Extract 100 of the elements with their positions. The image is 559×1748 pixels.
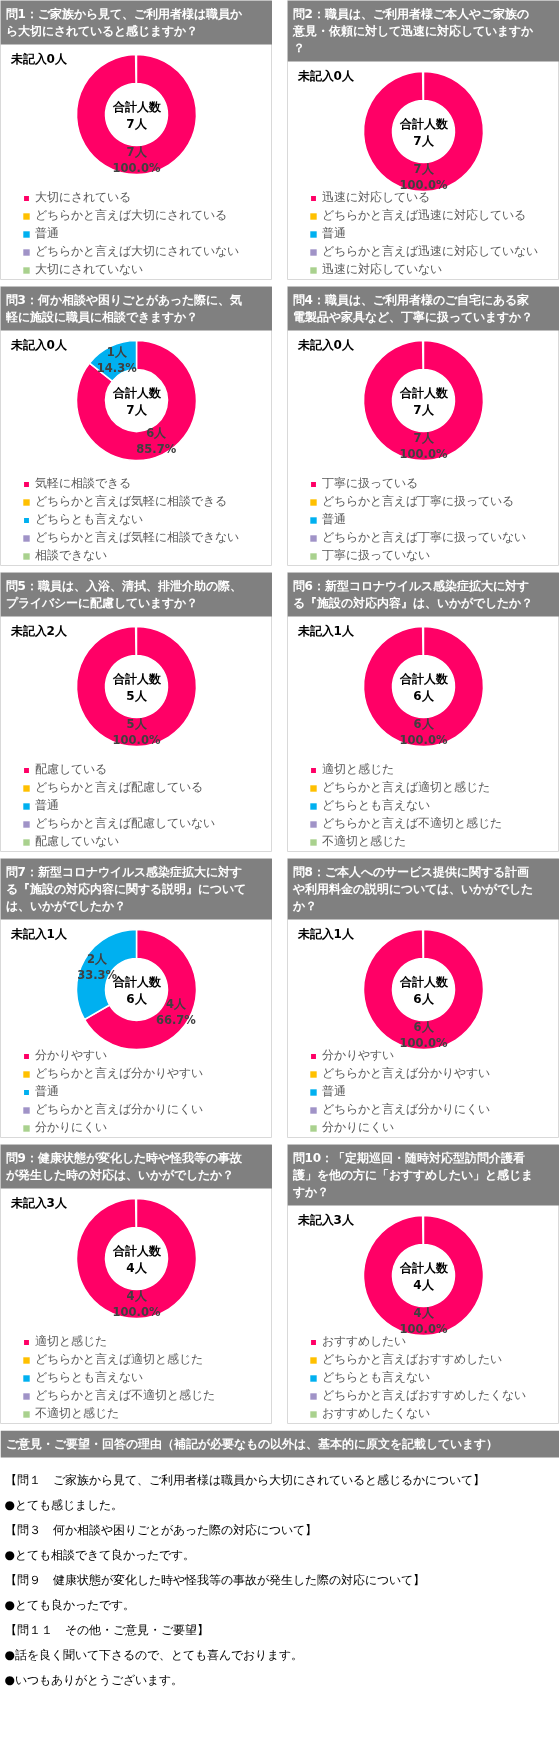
text: 7人 [126,116,148,131]
legend-label: どちらかと言えば迅速に対応している [322,207,526,224]
text: 未記入0人 [9,337,68,352]
text: 未記入2人 [9,623,68,638]
text: 問7：新型コロナウイルス感染症拡大に対する『施設の対応内容に関する説明』については、いかがでしたか？ [5,864,246,913]
legend-label: 丁寧に扱っている [322,475,418,492]
text: ●いつもありがとうございます。 [4,1672,183,1687]
text: 合計人数 [111,671,162,686]
legend-label: どちらかと言えば分かりやすい [322,1065,490,1082]
text: 問3：何か相談や困りごとがあった際に、気軽に施設に職員に相談できますか？ [4,292,242,324]
legend-label: 相談できない [35,547,107,564]
legend-label: どちらとも言えない [35,1369,143,1386]
text: 問9：健康状態が変化した時や怪我等の事故が発生した時の対応は、いかがでしたか？ [4,1150,243,1182]
text: 未記入3人 [9,1195,68,1210]
text: 問5：職員は、入浴、清拭、排泄介助の際、プライバシーに配慮していますか？ [5,578,242,610]
legend-label: 普通 [322,225,346,242]
legend-label: どちらとも言えない [35,511,143,528]
legend-label: どちらかと言えば丁寧に扱っていない [322,529,526,546]
legend-label: 迅速に対応していない [322,261,442,278]
text: 合計人数 [398,671,449,686]
legend-label: どちらかと言えばおすすめしたい [322,1351,502,1368]
text: 【問１１ その他・ご意見・ご要望】 [4,1622,209,1637]
legend-label: 丁寧に扱っていない [322,547,430,564]
legend-label: どちらかと言えば適切と感じた [35,1351,203,1368]
text: 6人 [413,991,435,1006]
text: 7人 [413,402,435,417]
legend-label: どちらかと言えば大切にされている [35,207,227,224]
legend-label: どちらかと言えば迅速に対応していない [322,243,538,260]
text: 合計人数 [111,1243,162,1258]
data-label: 7人 100.0% [112,145,161,175]
legend-label: 普通 [35,225,59,242]
legend-label: 普通 [35,797,59,814]
legend-label: どちらかと言えば丁寧に扱っている [322,493,514,510]
legend-label: 普通 [322,1083,346,1100]
text: 【問３ 何か相談や困りごとがあった際の対応について】 [4,1522,317,1537]
legend-label: 適切と感じた [322,761,394,778]
legend-label: 配慮していない [35,833,119,850]
text: 合計人数 [111,385,162,400]
text: 未記入3人 [296,1212,355,1227]
legend-label: 気軽に相談できる [35,475,131,492]
legend-label: どちらとも言えない [322,1369,430,1386]
text: 5人 [126,688,148,703]
legend-label: どちらとも言えない [322,797,430,814]
text: 未記入1人 [296,623,355,638]
data-label: 7人 100.0% [399,162,448,192]
legend-label: どちらかと言えばおすすめしたくない [322,1387,526,1404]
text: ●とても良かったです。 [4,1597,135,1612]
legend-label: おすすめしたくない [322,1405,430,1422]
text: 4人 [413,1277,435,1292]
legend-label: どちらかと言えば大切にされていない [35,243,239,260]
text: ●とても感じました。 [4,1497,123,1512]
text: 7人 [413,133,435,148]
text: 問4：職員は、ご利用者様のご自宅にある家電製品や家具など、丁寧に扱っていますか？ [292,292,533,324]
text: 問8：ご本人へのサービス提供に関する計画や利用料金の説明については、いかがでしたか？ [291,864,533,913]
legend-label: どちらかと言えば分かりにくい [35,1101,203,1118]
legend-label: 不適切と感じた [322,833,406,850]
legend-label: 不適切と感じた [35,1405,119,1422]
legend-label: おすすめしたい [322,1333,406,1350]
data-label: 5人 100.0% [112,717,161,747]
text: 問6：新型コロナウイルス感染症拡大に対する『施設の対応内容』は、いかがでしたか？ [292,578,533,610]
text: 6人 [126,991,148,1006]
legend-label: 適切と感じた [35,1333,107,1350]
text: 合計人数 [111,99,162,114]
text: 問2：職員は、ご利用者様ご本人やご家族の意見・依頼に対して迅速に対応していますか？ [291,6,534,55]
text: 未記入0人 [9,51,68,66]
legend-label: 普通 [35,1083,59,1100]
text: 問10：「定期巡回・随時対応型訪問介護看護」を他の方に「おすすめしたい」と感じますか？ [291,1150,533,1199]
legend-label: 大切にされている [35,189,131,206]
text: ●とても相談できて良かったです。 [4,1547,195,1562]
text: 合計人数 [398,116,449,131]
data-label: 7人 100.0% [399,431,448,461]
legend-label: 分かりにくい [322,1119,394,1136]
text: 未記入1人 [296,926,355,941]
text: 未記入0人 [296,337,355,352]
data-label: 6人 100.0% [399,717,448,747]
text: 合計人数 [398,1260,449,1275]
text: ご意見・ご要望・回答の理由（補記が必要なもの以外は、基本的に原文を記載しています） [5,1436,498,1451]
text: 合計人数 [398,974,449,989]
text: 7人 [126,402,148,417]
legend-label: 大切にされていない [35,261,143,278]
legend-label: どちらかと言えば気軽に相談できる [35,493,227,510]
text: 【問９ 健康状態が変化した時や怪我等の事故が発生した際の対応について】 [4,1572,425,1587]
data-label: 4人 100.0% [112,1289,161,1319]
legend-label: どちらかと言えば配慮している [35,779,203,796]
legend-label: どちらかと言えば不適切と感じた [35,1387,215,1404]
data-label: 4人 100.0% [399,1306,448,1336]
text: 未記入1人 [9,926,68,941]
legend-label: どちらかと言えば適切と感じた [322,779,490,796]
legend-label: 配慮している [35,761,107,778]
text: 合計人数 [398,385,449,400]
legend-label: 普通 [322,511,346,528]
text: 【問１ ご家族から見て、ご利用者様は職員から大切にされていると感じるかについて】 [4,1472,485,1487]
legend-label: どちらかと言えば分かりにくい [322,1101,490,1118]
text: 4人 [126,1260,148,1275]
legend-label: どちらかと言えば配慮していない [35,815,215,832]
legend-label: どちらかと言えば気軽に相談できない [35,529,239,546]
text: ●話を良く聞いて下さるので、とても喜んでおります。 [4,1647,303,1662]
legend-label: 分かりやすい [322,1047,394,1064]
text: 6人 [413,688,435,703]
legend-label: 迅速に対応している [322,189,430,206]
